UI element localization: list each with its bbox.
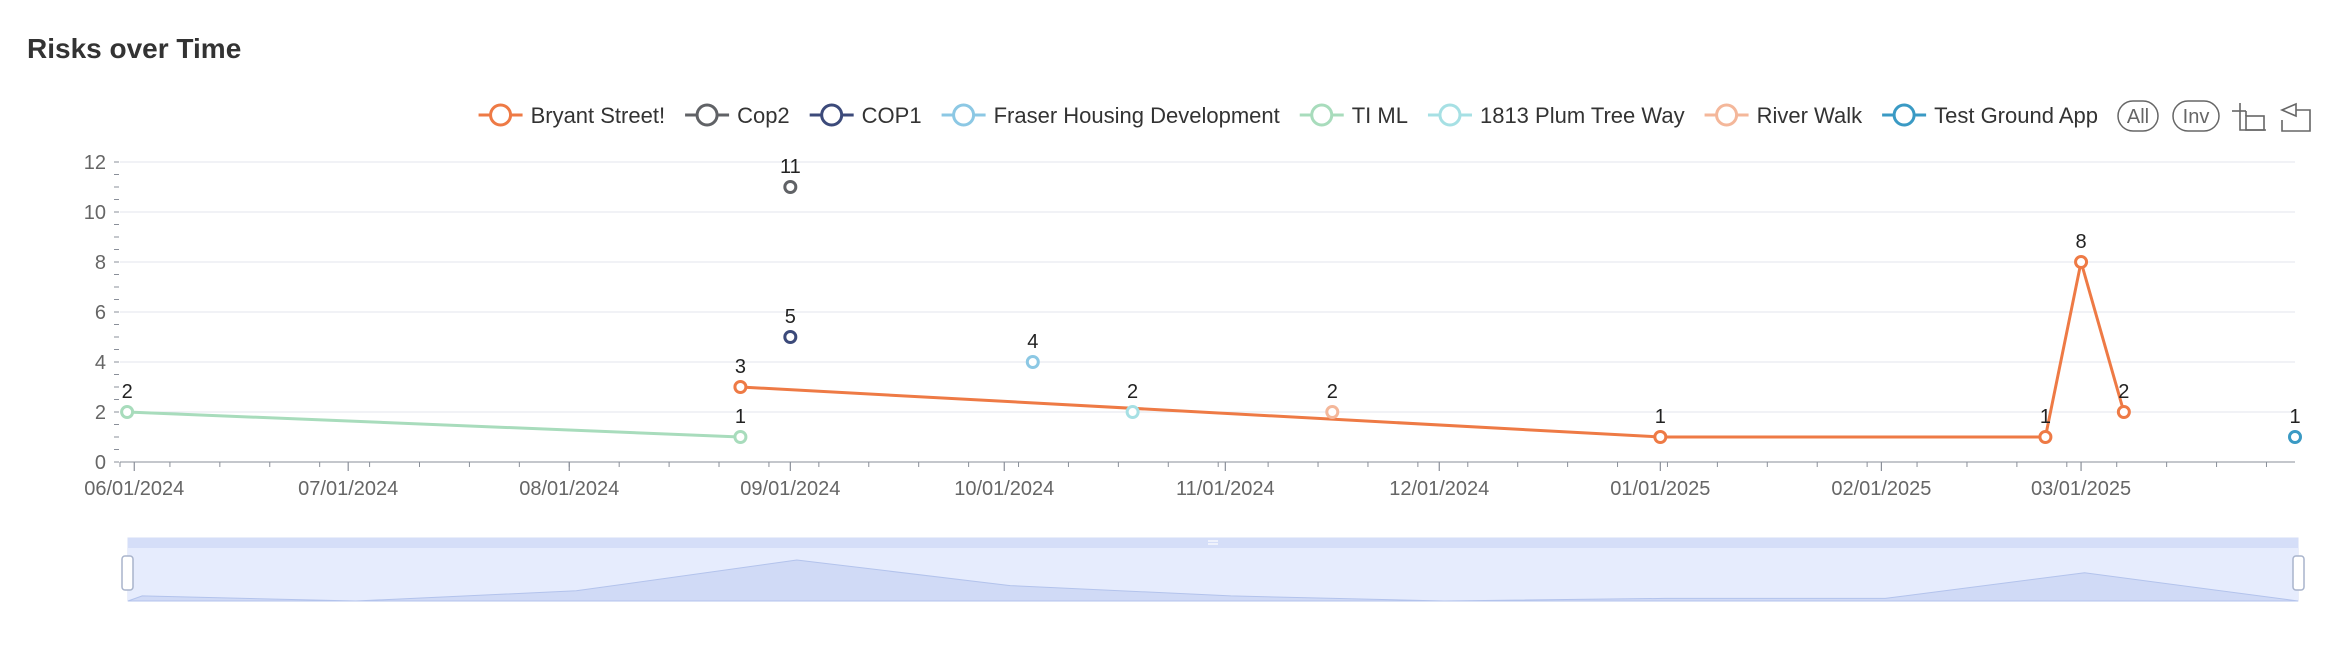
data-label: 4 <box>1027 331 1038 353</box>
legend-marker-icon <box>695 103 719 127</box>
legend-label: Cop2 <box>737 103 790 128</box>
legend-label: Bryant Street! <box>531 103 666 128</box>
series-ti-ml <box>120 405 748 444</box>
legend-marker-icon <box>1892 103 1916 127</box>
data-label: 2 <box>1127 381 1138 403</box>
legend-label: 1813 Plum Tree Way <box>1480 103 1685 128</box>
legend-label: River Walk <box>1757 103 1864 128</box>
data-label: 8 <box>2076 231 2087 253</box>
data-label: 2 <box>2118 381 2129 403</box>
legend-label: TI ML <box>1352 103 1408 128</box>
chart-toolbar: All Inv <box>2117 100 2311 132</box>
y-tick-label: 0 <box>95 452 106 474</box>
x-tick-label: 09/01/2024 <box>740 478 840 500</box>
x-tick-label: 07/01/2024 <box>298 478 398 500</box>
y-tick-label: 4 <box>95 352 106 374</box>
y-tick-label: 10 <box>84 202 106 224</box>
x-tick-label: 10/01/2024 <box>954 478 1054 500</box>
legend-marker-icon <box>1438 103 1462 127</box>
select-all-label: All <box>2127 106 2149 128</box>
data-label: 5 <box>785 306 796 328</box>
data-label: 2 <box>122 381 133 403</box>
x-tick-label: 08/01/2024 <box>519 478 619 500</box>
data-label: 1 <box>2040 406 2051 428</box>
zoom-reset-icon[interactable] <box>2279 102 2311 132</box>
series-cop1 <box>783 330 798 344</box>
legend-item-bryant-street[interactable]: Bryant Street! <box>478 103 666 128</box>
legend-label: COP1 <box>862 103 922 128</box>
y-tick-label: 12 <box>84 152 106 174</box>
legend-item-1813-plum-tree-way[interactable]: 1813 Plum Tree Way <box>1427 103 1685 128</box>
data-point <box>2038 430 2053 444</box>
data-zoom-right-handle[interactable] <box>2292 555 2305 591</box>
legend-marker-icon <box>1310 103 1334 127</box>
data-point <box>733 380 748 394</box>
series-layer <box>120 180 2302 444</box>
data-zoom-top-bar[interactable] <box>128 538 2298 548</box>
data-zoom-left-handle[interactable] <box>121 555 134 591</box>
grid-layer <box>120 161 2295 463</box>
series-river-walk <box>1325 405 1340 419</box>
legend: Bryant Street! Cop2 COP1 Fraser Housing Dev… <box>478 103 2098 128</box>
data-label: 1 <box>735 406 746 428</box>
data-point <box>1025 355 1040 369</box>
data-label: 11 <box>780 156 801 178</box>
x-tick-label: 03/01/2025 <box>2031 478 2131 500</box>
x-tick-label: 11/01/2024 <box>1176 478 1275 500</box>
data-point <box>1125 405 1140 419</box>
data-label: 3 <box>735 356 746 378</box>
series-line <box>740 260 2126 439</box>
data-point <box>2288 430 2302 444</box>
legend-item-cop2[interactable]: Cop2 <box>685 103 790 128</box>
series-test-ground-app <box>2288 430 2302 444</box>
x-tick-label: 06/01/2024 <box>84 478 184 500</box>
legend-label: Fraser Housing Development <box>994 103 1280 128</box>
legend-marker-icon <box>952 103 976 127</box>
data-point <box>783 330 798 344</box>
x-tick-label: 02/01/2025 <box>1831 478 1931 500</box>
data-point <box>120 405 135 419</box>
legend-label: Test Ground App <box>1934 103 2098 128</box>
x-tick-label: 12/01/2024 <box>1389 478 1489 500</box>
legend-marker-icon <box>489 103 513 127</box>
data-point <box>733 430 748 444</box>
series-1813-plum-tree-way <box>1125 405 1140 419</box>
data-label: 1 <box>1655 406 1666 428</box>
data-zoom-icon[interactable] <box>2232 103 2266 131</box>
data-point <box>2074 255 2089 269</box>
legend-item-ti-ml[interactable]: TI ML <box>1299 103 1408 128</box>
data-point <box>2116 405 2131 419</box>
inverse-select-button[interactable]: Inv <box>2172 100 2220 132</box>
series-bryant-street <box>733 255 2131 444</box>
x-tick-label: 01/01/2025 <box>1610 478 1710 500</box>
series-line <box>127 410 741 439</box>
legend-marker-icon <box>1715 103 1739 127</box>
y-tick-label: 8 <box>95 252 106 274</box>
data-zoom-preview-area <box>127 559 2299 602</box>
legend-item-fraser-housing-development[interactable]: Fraser Housing Development <box>941 103 1280 128</box>
y-tick-label: 6 <box>95 302 106 324</box>
legend-item-cop1[interactable]: COP1 <box>809 103 922 128</box>
y-tick-label: 2 <box>95 402 106 424</box>
legend-item-test-ground-app[interactable]: Test Ground App <box>1882 103 2098 128</box>
data-zoom-bar-grip-icon <box>1208 540 1218 545</box>
data-point <box>783 180 798 194</box>
data-label: 1 <box>2289 406 2300 428</box>
data-zoom-slider[interactable] <box>121 537 2305 602</box>
legend-marker-icon <box>820 103 844 127</box>
select-all-button[interactable]: All <box>2117 100 2159 132</box>
legend-item-river-walk[interactable]: River Walk <box>1704 103 1864 128</box>
inverse-select-label: Inv <box>2183 106 2210 128</box>
data-label: 2 <box>1327 381 1338 403</box>
series-cop2 <box>783 180 798 194</box>
series-fraser-housing-development <box>1025 355 1040 369</box>
chart-title: Risks over Time <box>27 33 242 64</box>
data-point <box>1325 405 1340 419</box>
data-point <box>1653 430 1668 444</box>
